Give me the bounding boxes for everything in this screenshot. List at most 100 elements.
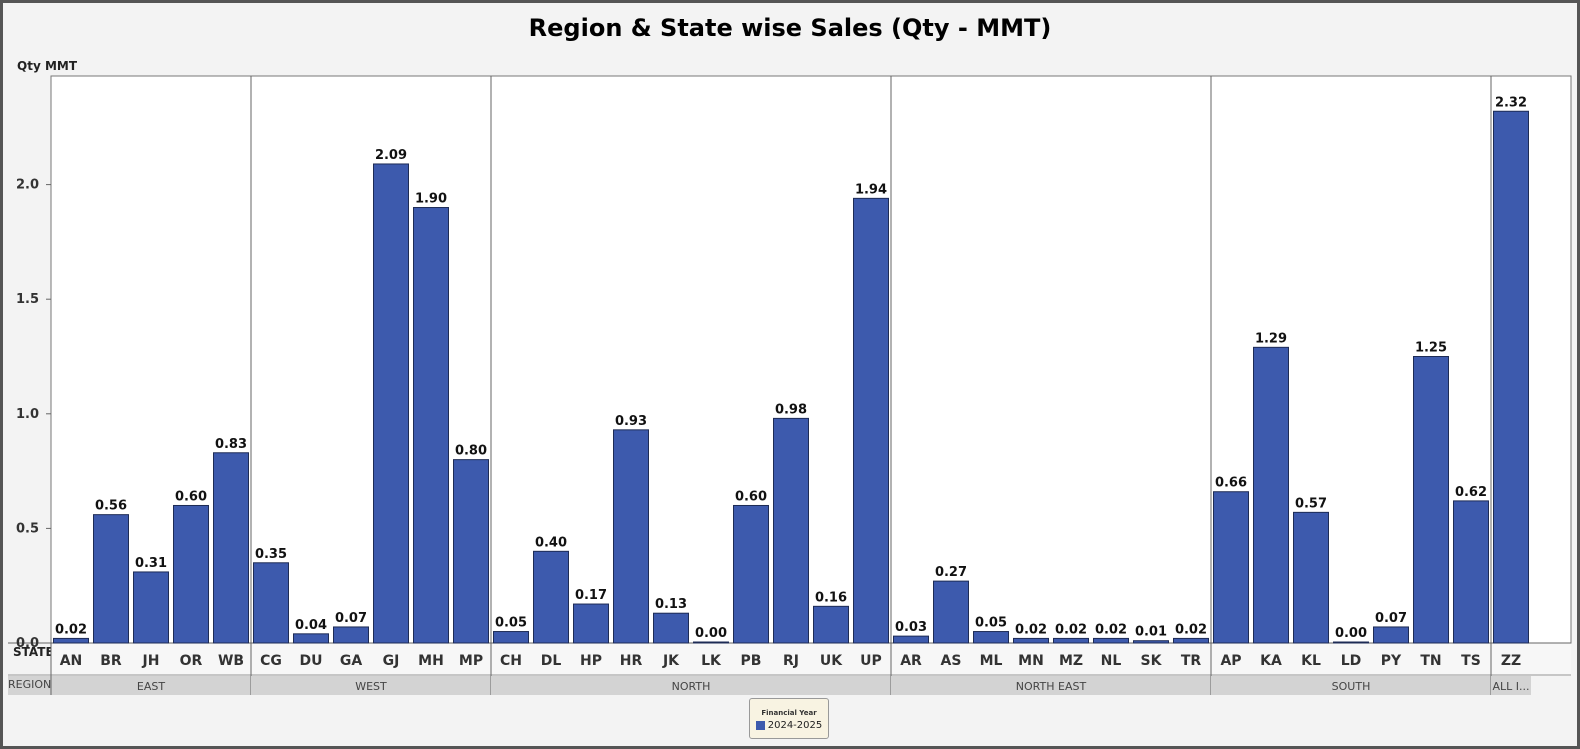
value-label-gj: 2.09	[375, 148, 407, 163]
legend-swatch	[755, 721, 765, 730]
state-axis-label: STATE	[13, 645, 54, 659]
value-label-hr: 0.93	[615, 414, 647, 429]
bar-py	[1373, 626, 1409, 644]
region-band-3	[891, 676, 1211, 695]
state-label-ga: GA	[340, 653, 362, 669]
state-label-du: DU	[300, 653, 323, 669]
value-label-or: 0.60	[175, 489, 207, 504]
state-label-hp: HP	[580, 653, 602, 669]
value-label-ld: 0.00	[1335, 626, 1367, 641]
value-label-zz: 2.32	[1495, 95, 1527, 110]
value-label-an: 0.02	[55, 622, 87, 637]
bar-hp	[573, 603, 609, 644]
bar-or	[173, 504, 209, 644]
bar-jh	[133, 571, 169, 644]
state-label-ts: TS	[1461, 653, 1481, 669]
state-label-cg: CG	[260, 653, 282, 669]
bar-ts	[1453, 500, 1489, 644]
value-label-ch: 0.05	[495, 616, 527, 631]
state-label-ml: ML	[980, 653, 1003, 669]
bar-br	[93, 514, 129, 644]
state-label-zz: ZZ	[1501, 653, 1521, 669]
value-label-ka: 1.29	[1255, 331, 1287, 346]
y-tick-label: 1.5	[16, 292, 39, 307]
state-label-kl: KL	[1301, 653, 1321, 669]
value-label-tn: 1.25	[1415, 341, 1447, 356]
bar-ar	[893, 635, 929, 644]
value-label-up: 1.94	[855, 182, 887, 197]
value-label-as: 0.27	[935, 565, 967, 580]
value-label-ga: 0.07	[335, 611, 367, 626]
bar-kl	[1293, 511, 1329, 644]
state-label-as: AS	[941, 653, 962, 669]
value-label-dl: 0.40	[535, 535, 567, 550]
bar-gj	[373, 163, 409, 644]
state-label-br: BR	[100, 653, 122, 669]
legend: Financial Year 2024-2025	[749, 698, 829, 739]
y-tick-label: 0.5	[16, 521, 39, 536]
state-label-mz: MZ	[1059, 653, 1083, 669]
state-label-mn: MN	[1018, 653, 1044, 669]
value-label-mp: 0.80	[455, 444, 487, 459]
state-label-tr: TR	[1181, 653, 1202, 669]
value-label-ts: 0.62	[1455, 485, 1487, 500]
state-label-lk: LK	[701, 653, 722, 669]
value-label-sk: 0.01	[1135, 625, 1167, 640]
bar-nl	[1093, 637, 1129, 644]
state-label-wb: WB	[218, 653, 244, 669]
value-label-uk: 0.16	[815, 590, 847, 605]
state-label-nl: NL	[1101, 653, 1122, 669]
region-label-2: NORTH	[672, 680, 711, 693]
bar-pb	[733, 504, 769, 644]
bar-as	[933, 580, 969, 644]
value-label-tr: 0.02	[1175, 622, 1207, 637]
region-label-0: EAST	[137, 680, 165, 693]
bar-ga	[333, 626, 369, 644]
state-label-pb: PB	[741, 653, 762, 669]
region-band-2	[491, 676, 891, 695]
bar-ml	[973, 631, 1009, 644]
bar-jk	[653, 612, 689, 644]
state-label-tn: TN	[1420, 653, 1441, 669]
bar-tn	[1413, 356, 1449, 644]
region-band-5	[1491, 676, 1531, 695]
bar-ka	[1253, 346, 1289, 644]
value-label-pb: 0.60	[735, 489, 767, 504]
state-label-up: UP	[860, 653, 882, 669]
bar-mp	[453, 459, 489, 644]
y-tick-label: 2.0	[16, 178, 39, 193]
bar-mh	[413, 207, 449, 644]
state-label-py: PY	[1381, 653, 1402, 669]
value-label-ar: 0.03	[895, 620, 927, 635]
value-label-jh: 0.31	[135, 556, 167, 571]
bar-ld	[1333, 641, 1369, 644]
y-tick-label: 1.0	[16, 407, 39, 422]
bar-ch	[493, 631, 529, 644]
region-band-1	[251, 676, 491, 695]
y-tick-label: 0.0	[16, 636, 39, 651]
state-label-dl: DL	[541, 653, 562, 669]
chart-title: Region & State wise Sales (Qty - MMT)	[529, 14, 1052, 42]
state-label-or: OR	[180, 653, 203, 669]
region-band-0	[51, 676, 251, 695]
bar-up	[853, 197, 889, 644]
value-label-nl: 0.02	[1095, 622, 1127, 637]
bar-mz	[1053, 637, 1089, 644]
value-label-mn: 0.02	[1015, 622, 1047, 637]
region-axis-label: REGION	[8, 678, 51, 691]
bar-du	[293, 633, 329, 644]
value-label-cg: 0.35	[255, 547, 287, 562]
state-label-mp: MP	[459, 653, 483, 669]
legend-label: 2024-2025	[767, 720, 823, 731]
value-label-ml: 0.05	[975, 616, 1007, 631]
state-band	[51, 643, 1571, 674]
value-label-rj: 0.98	[775, 402, 807, 417]
value-label-du: 0.04	[295, 618, 327, 633]
state-label-hr: HR	[620, 653, 643, 669]
value-label-ap: 0.66	[1215, 476, 1247, 491]
value-label-lk: 0.00	[695, 626, 727, 641]
value-label-hp: 0.17	[575, 588, 607, 603]
bar-rj	[773, 417, 809, 644]
state-label-ld: LD	[1341, 653, 1362, 669]
bar-sk	[1133, 640, 1169, 644]
